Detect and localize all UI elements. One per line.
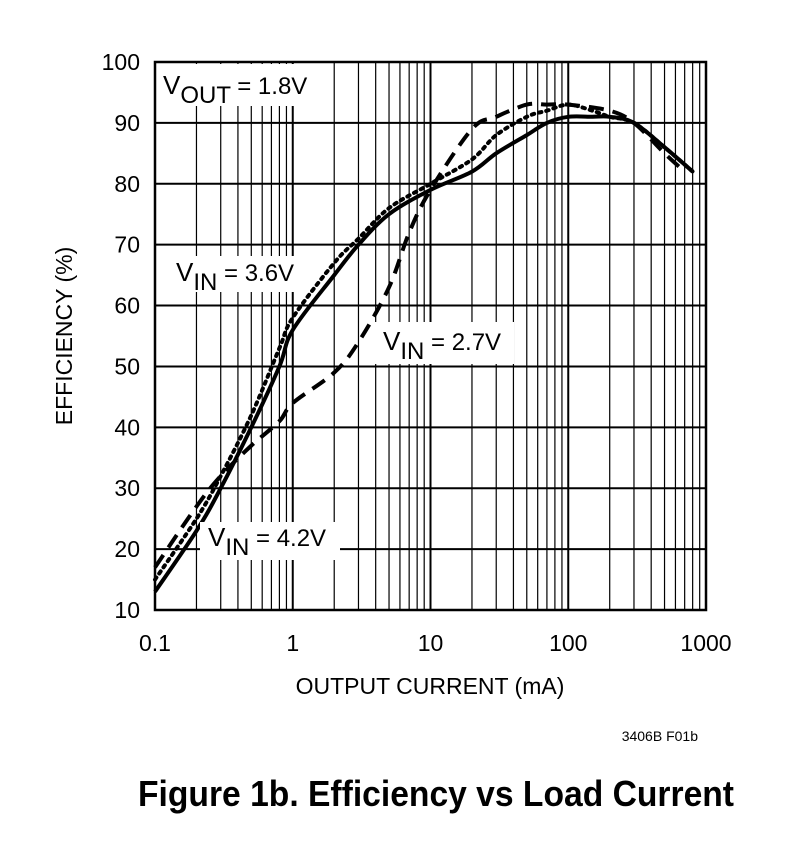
series-layer <box>153 101 695 593</box>
series-line-dotted <box>153 102 695 582</box>
y-tick-label: 70 <box>114 232 140 258</box>
x-tick-label: 1 <box>286 630 299 656</box>
y-axis-label: EFFICIENCY (%) <box>51 247 77 425</box>
y-tick-label: 20 <box>114 536 140 562</box>
figure-caption: Figure 1b. Efficiency vs Load Current <box>138 773 734 814</box>
x-axis-label: OUTPUT CURRENT (mA) <box>296 673 565 699</box>
plot-frame <box>153 60 708 612</box>
x-tick-label: 100 <box>549 630 587 656</box>
x-tick-label: 1000 <box>680 630 731 656</box>
y-tick-label: 10 <box>114 597 140 623</box>
x-tick-label: 0.1 <box>139 630 171 656</box>
series-line-dashed <box>153 101 687 569</box>
annotation-vin-36: VIN = 3.6V <box>176 257 294 296</box>
annotation-bg-vin_27 <box>374 322 514 364</box>
annotation-bg-vin_36 <box>170 256 306 292</box>
y-tick-label: 50 <box>114 353 140 379</box>
annotation-bg-vout <box>160 64 316 106</box>
y-tick-label: 40 <box>114 414 140 440</box>
y-tick-label: 100 <box>102 49 140 75</box>
annotation-bg-vin_42 <box>200 522 340 560</box>
y-tick-label: 60 <box>114 293 140 319</box>
y-tick-label: 30 <box>114 475 140 501</box>
annotation-layer: VOUT = 1.8V VIN = 3.6V VIN = 2.7V VIN = 4.2… <box>160 64 514 561</box>
x-tick-label: 10 <box>418 630 444 656</box>
annotation-vout: VOUT = 1.8V <box>163 70 307 109</box>
y-tick-label: 90 <box>114 110 140 136</box>
annotation-vin-27: VIN = 2.7V <box>383 326 501 365</box>
tick-labels: 0.1 1 10 100 1000 10 20 30 40 50 60 70 80 90 100 <box>102 49 732 656</box>
figure-code: 3406B F01b <box>622 728 698 744</box>
annotation-vin-42: VIN = 4.2V <box>208 522 326 561</box>
major-gridlines <box>153 60 708 612</box>
y-tick-label: 80 <box>114 171 140 197</box>
